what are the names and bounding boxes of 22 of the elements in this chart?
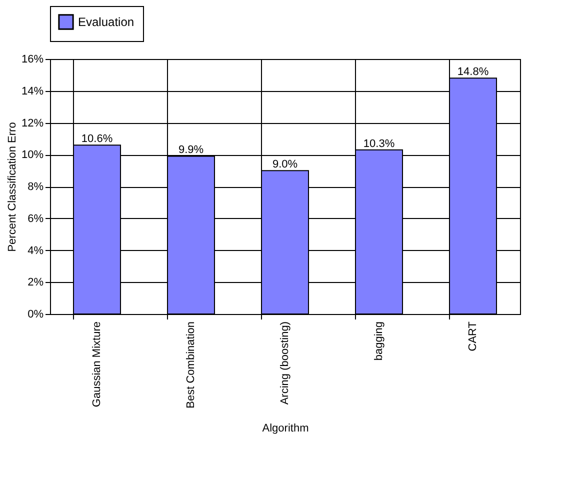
data-label: 10.3%: [363, 138, 395, 150]
y-tick-label: 8%: [28, 181, 44, 193]
y-tick-label: 14%: [21, 85, 44, 98]
y-tick-label: 12%: [21, 117, 44, 130]
y-tick-label: 2%: [28, 276, 44, 289]
x-tick-label: Gaussian Mixture: [91, 322, 103, 408]
x-tick-label: bagging: [373, 322, 385, 361]
y-axis-title: Percent Classification Erro: [6, 122, 18, 252]
y-tick-label: 6%: [28, 212, 44, 225]
data-label: 9.9%: [178, 144, 204, 156]
x-tick-label: Arcing (boosting): [279, 322, 291, 405]
x-axis-title: Algorithm: [262, 422, 309, 434]
y-tick-label: 10%: [21, 149, 44, 162]
x-tick-label: CART: [467, 321, 479, 352]
data-label: 14.8%: [457, 66, 489, 78]
y-tick-label: 4%: [28, 244, 44, 257]
x-tick-label: Best Combination: [185, 322, 197, 408]
data-label: 9.0%: [272, 158, 298, 171]
y-tick-label: 0%: [28, 308, 44, 320]
legend-label: Evaluation: [78, 15, 134, 29]
y-tick-label: 16%: [21, 54, 44, 66]
data-label: 10.6%: [81, 133, 113, 146]
